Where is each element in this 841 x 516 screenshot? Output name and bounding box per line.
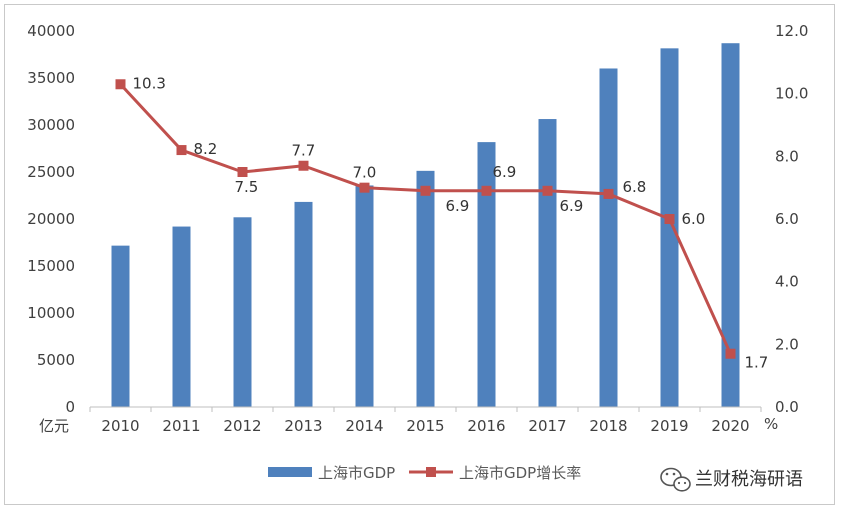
left-tick-label: 30000 (27, 116, 75, 134)
left-tick-label: 5000 (37, 351, 75, 369)
right-axis-unit: % (764, 415, 778, 433)
left-tick-label: 40000 (27, 22, 75, 40)
watermark-text: 兰财税海研语 (695, 469, 803, 490)
legend-line-label: 上海市GDP增长率 (459, 464, 581, 482)
growth-rate-marker (420, 185, 431, 196)
right-tick-label: 0.0 (775, 398, 799, 416)
x-axis-ticks: 2010 2011 2012 2013 2014 2015 2016 2017 2018 2019… (89, 407, 762, 435)
watermark: 兰财税海研语 (660, 467, 803, 492)
growth-rate-marker (359, 182, 370, 193)
legend-bar-swatch (268, 467, 312, 477)
gdp-bar (477, 142, 496, 407)
growth-rate-marker (481, 185, 492, 196)
growth-rate-label: 7.5 (235, 178, 259, 196)
gdp-bar (111, 245, 130, 407)
right-tick-label: 4.0 (775, 273, 799, 291)
wechat-icon (660, 467, 691, 492)
left-axis-ticks: 0 5000 10000 15000 20000 25000 30000 35000 40000 (27, 22, 75, 416)
growth-rate-label: 6.8 (623, 178, 647, 196)
legend-line-marker (426, 467, 436, 477)
line-data-labels: 10.3 8.2 7.5 7.7 7.0 6.9 6.9 6.9 6.8 6.0 1.7 (133, 74, 769, 371)
gdp-bar (721, 43, 740, 407)
left-tick-label: 15000 (27, 257, 75, 275)
growth-rate-marker (237, 167, 248, 177)
growth-rate-marker (298, 160, 309, 171)
growth-rate-label: 6.9 (560, 197, 584, 215)
chart-canvas: 0 5000 10000 15000 20000 25000 30000 35000 40000… (27, 22, 808, 492)
x-tick-label: 2010 (101, 417, 139, 435)
left-tick-label: 0 (65, 398, 75, 416)
growth-rate-marker (664, 214, 675, 224)
growth-rate-label: 6.9 (493, 163, 517, 181)
left-tick-label: 35000 (27, 69, 75, 87)
x-tick-label: 2020 (711, 417, 749, 435)
right-tick-label: 10.0 (775, 85, 808, 103)
right-tick-label: 12.0 (775, 22, 808, 40)
line-series (115, 79, 736, 359)
gdp-bar (355, 185, 374, 407)
x-tick-label: 2018 (589, 417, 627, 435)
growth-rate-marker (176, 145, 187, 156)
legend-bar-label: 上海市GDP (318, 464, 395, 482)
bar-series (111, 43, 740, 408)
gdp-bar (233, 217, 252, 407)
right-axis-ticks: 0.0 2.0 4.0 6.0 8.0 10.0 12.0 (775, 22, 808, 416)
gdp-bar (538, 119, 557, 407)
left-tick-label: 10000 (27, 304, 75, 322)
right-tick-label: 2.0 (775, 335, 799, 353)
gdp-bar (416, 170, 435, 407)
x-tick-label: 2015 (406, 417, 444, 435)
left-axis-unit: 亿元 (39, 417, 69, 435)
growth-rate-marker (725, 348, 736, 359)
x-tick-label: 2017 (528, 417, 566, 435)
growth-rate-label: 7.7 (292, 142, 316, 160)
growth-rate-label: 8.2 (194, 140, 218, 158)
gdp-bar (599, 68, 618, 408)
growth-rate-label: 7.0 (353, 164, 377, 182)
right-tick-label: 8.0 (775, 147, 799, 165)
growth-rate-marker (115, 79, 126, 90)
x-tick-label: 2011 (162, 417, 200, 435)
growth-rate-label: 6.9 (446, 197, 470, 215)
left-tick-label: 20000 (27, 210, 75, 228)
growth-rate-marker (542, 185, 553, 196)
gdp-bar (294, 201, 313, 407)
growth-rate-label: 10.3 (133, 74, 166, 92)
chart-frame: 0 5000 10000 15000 20000 25000 30000 35000 40000… (4, 4, 835, 505)
legend: 上海市GDP 上海市GDP增长率 (268, 464, 581, 482)
x-tick-label: 2013 (284, 417, 322, 435)
growth-rate-label: 6.0 (682, 210, 706, 228)
left-tick-label: 25000 (27, 163, 75, 181)
x-tick-label: 2012 (223, 417, 261, 435)
gdp-bar (172, 226, 191, 407)
growth-rate-marker (603, 188, 614, 199)
right-tick-label: 6.0 (775, 210, 799, 228)
x-tick-label: 2016 (467, 417, 505, 435)
x-tick-label: 2019 (650, 417, 688, 435)
growth-rate-label: 1.7 (745, 354, 769, 372)
x-tick-label: 2014 (345, 417, 383, 435)
gdp-bar (660, 48, 679, 408)
